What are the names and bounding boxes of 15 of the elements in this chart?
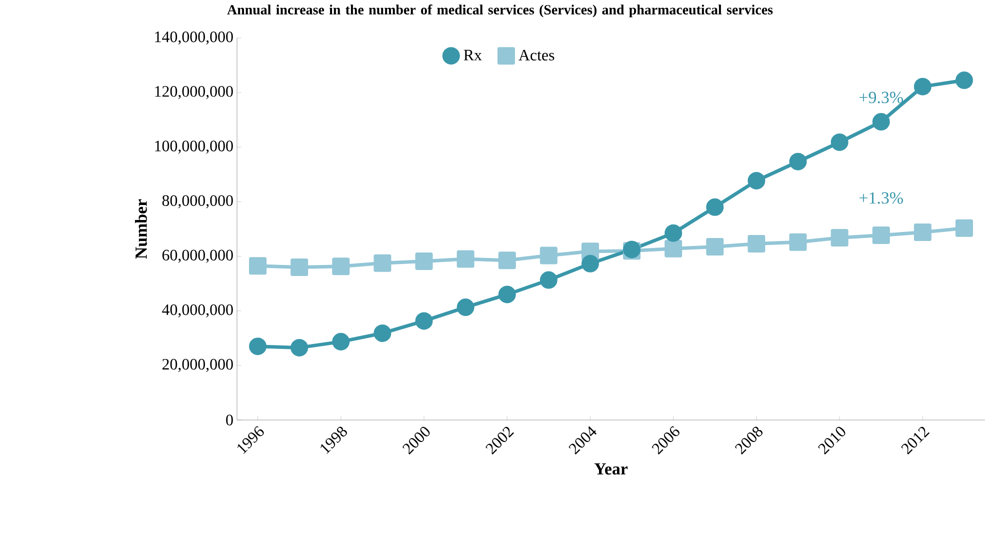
legend-label: Actes — [518, 50, 554, 60]
annotation: +1.3% — [860, 192, 903, 204]
y-tick-label: 120,000,000 — [155, 86, 233, 100]
y-tick-label: 100,000,000 — [155, 140, 233, 154]
y-tick-label: 60,000,000 — [162, 250, 233, 263]
y-tick-label: 20,000,000 — [162, 358, 233, 372]
legend-label: Rx — [464, 50, 482, 60]
annotation: +9.3% — [860, 92, 903, 104]
x-axis-title: Year — [594, 463, 628, 475]
chart-title: Annual increase in the number of medical services (Services) and pharmaceutical services — [227, 4, 773, 18]
y-tick-label: 0 — [226, 414, 233, 426]
y-tick-label: 40,000,000 — [162, 304, 233, 318]
y-tick-label: 140,000,000 — [155, 31, 233, 45]
y-tick-label: 80,000,000 — [162, 195, 233, 208]
y-axis-title: Number — [134, 199, 147, 259]
